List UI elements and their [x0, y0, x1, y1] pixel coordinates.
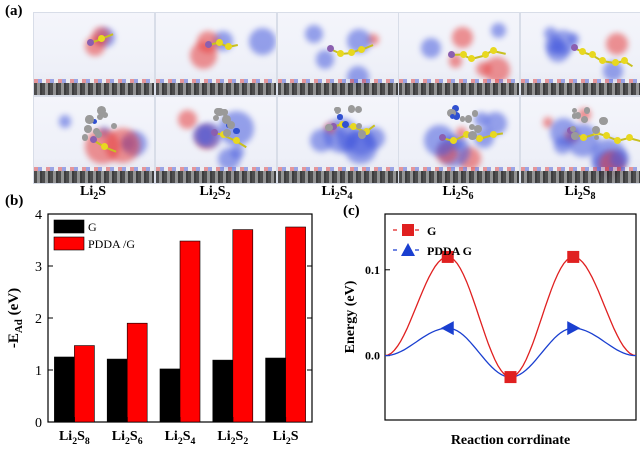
simulation-snapshot: [277, 96, 399, 184]
simulation-snapshot: [33, 96, 155, 184]
molecule-label: Li2S8: [564, 184, 596, 202]
bar-pdda-g: [179, 240, 201, 423]
x-tick-label: Li2​S2​: [217, 429, 248, 447]
y-tick-label: 0: [35, 416, 42, 431]
legend-swatch: [53, 236, 85, 251]
bar-pdda-g: [232, 229, 254, 423]
series-line-g: [384, 256, 637, 378]
bar-g: [265, 357, 286, 423]
x-tick-label: Li2​S: [273, 429, 299, 447]
y-tick-label: 0.0: [365, 349, 380, 363]
adsorption-energy-bar-chart: 0 1 2 3 4 -EAd (eV) Li2​S8​ Li2​S6​ Li2​S4​ Li2​S…: [6, 208, 313, 447]
simulation-snapshot: [398, 12, 520, 96]
y-tick-label: 1: [35, 364, 42, 379]
x-axis-label: Reaction corrdinate: [451, 433, 570, 448]
legend-swatch: [53, 219, 85, 234]
legend-label: G: [88, 220, 97, 234]
simulation-snapshot: [520, 12, 640, 96]
bar-pdda-g: [126, 322, 148, 423]
bar-pdda-g: [285, 226, 306, 423]
y-tick-label: 2: [35, 312, 42, 327]
y-tick-label: 4: [35, 208, 42, 223]
energy-profile-line-chart: 0.0 0.1 Energy (eV) Reaction corrdinate G PDD…: [343, 213, 637, 448]
molecule-label: Li2S6: [442, 184, 474, 202]
x-tick-label: Li2​S6​: [112, 429, 143, 447]
x-tick-label: Li2​S8​: [59, 429, 90, 447]
panel-label-a: (a): [5, 3, 23, 19]
legend-label: G: [427, 224, 436, 238]
bar-pdda-g: [74, 345, 95, 423]
molecule-label: Li2S: [79, 184, 107, 202]
y-axis-label: Energy (eV): [343, 280, 358, 353]
molecule-label: Li2S4: [321, 184, 353, 202]
y-tick-label: 3: [35, 260, 42, 275]
data-point-g: [567, 250, 580, 263]
simulation-snapshot: [277, 12, 399, 96]
legend-marker: [402, 224, 414, 236]
data-point-pdda-g: [567, 321, 581, 336]
bar-g: [106, 358, 128, 423]
legend-marker: [401, 243, 415, 256]
bar-g: [54, 356, 75, 423]
simulation-snapshot: [33, 12, 155, 96]
panel-label-c: (c): [343, 203, 360, 219]
legend-label: PDDA G: [427, 244, 472, 258]
simulation-snapshot: [520, 96, 640, 184]
data-point-pdda-g: [440, 321, 454, 336]
bar-g: [212, 359, 234, 423]
data-point-g: [504, 371, 517, 384]
simulation-snapshot: [398, 96, 520, 184]
simulation-snapshot: [155, 12, 277, 96]
molecule-label: Li2S2: [199, 184, 231, 202]
bar-g: [159, 368, 181, 423]
data-point-g: [441, 250, 454, 263]
y-tick-label: 0.1: [365, 263, 380, 277]
x-tick-label: Li2​S4​: [165, 429, 196, 447]
y-axis-label: -EAd (eV): [6, 288, 25, 348]
plot-frame: [384, 213, 637, 421]
panel-label-b: (b): [5, 193, 24, 209]
legend-label: PDDA /G: [88, 237, 135, 251]
series-line-pdda-g: [384, 327, 637, 378]
simulation-snapshot: [155, 96, 277, 184]
